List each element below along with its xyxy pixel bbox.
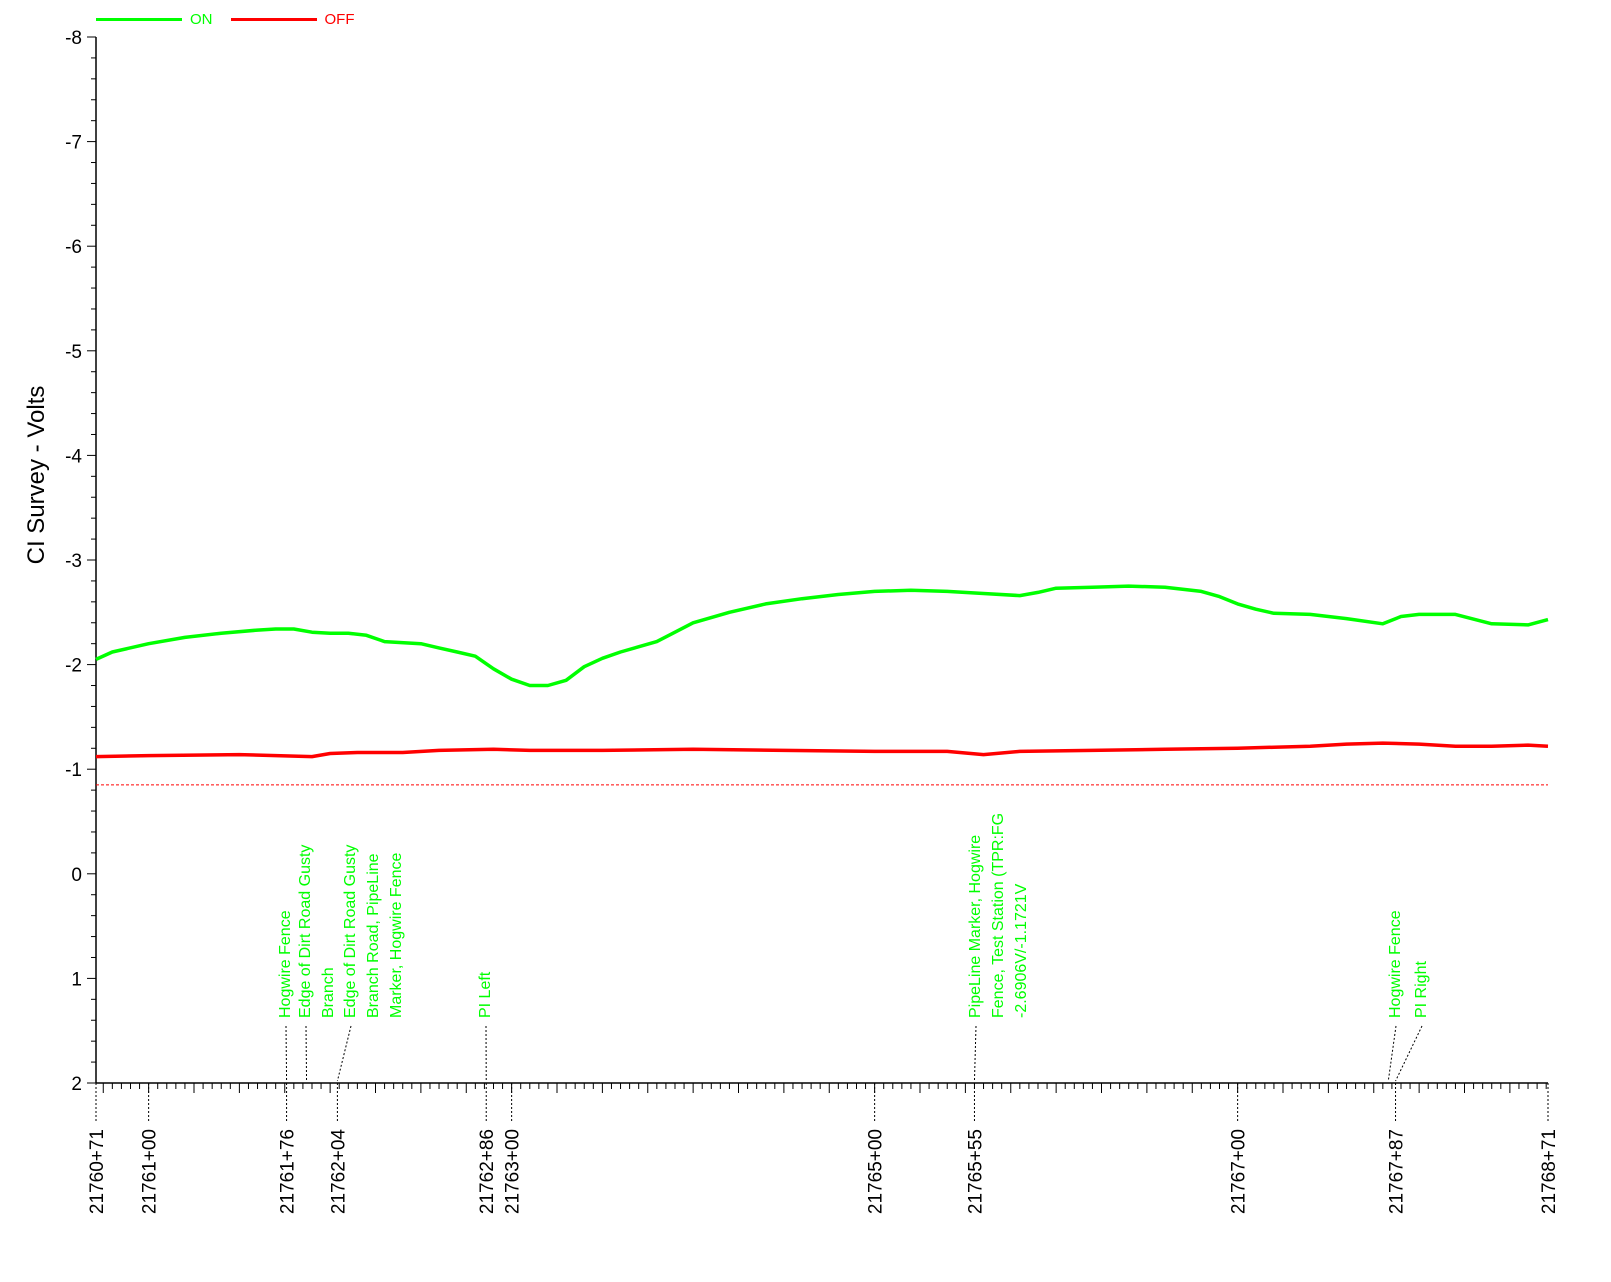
x-tick-label: 21765+55 — [965, 1129, 986, 1214]
annotations: Hogwire Fence Edge of Dirt Road Gusty Bran… — [277, 813, 1430, 1082]
y-axis-label: CI Survey - Volts — [23, 386, 50, 565]
y-tick-label: -6 — [65, 237, 82, 258]
legend-label-off: OFF — [324, 10, 355, 28]
y-tick-label: -5 — [65, 342, 82, 363]
x-tick-label: 21767+00 — [1229, 1129, 1250, 1214]
annotation-leader — [336, 1025, 352, 1082]
annotation-label: PI Left — [477, 971, 494, 1018]
y-tick-label: -4 — [65, 446, 82, 467]
legend-item-on: ON — [96, 11, 213, 28]
annotation-leader — [305, 1025, 308, 1082]
annotation-label: Edge of Dirt Road Gusty — [342, 845, 359, 1018]
y-tick-label: -2 — [65, 656, 82, 677]
x-tick-label: 21763+00 — [503, 1129, 524, 1214]
x-tick-label: 21767+87 — [1387, 1129, 1408, 1214]
annotation-label: Marker, Hogwire Fence — [388, 853, 405, 1018]
series-lines — [95, 584, 1549, 759]
x-tick-label: 21765+00 — [866, 1129, 887, 1214]
annotation-leader — [1395, 1025, 1423, 1082]
annotation-label: Edge of Dirt Road Gusty — [297, 845, 314, 1018]
series-line-on — [95, 584, 1549, 688]
annotation-label: Hogwire Fence — [1387, 910, 1404, 1018]
annotation-label: PipeLine Marker, Hogwire — [967, 835, 984, 1018]
y-tick-label: -3 — [65, 551, 82, 572]
y-axis-ticks: -8 -7 -6 -5 -4 -3 -2 -1 0 1 2 — [65, 28, 96, 1095]
legend: ON OFF — [96, 6, 355, 32]
annotation-leader — [1387, 1025, 1397, 1082]
x-tick-label: 21762+04 — [328, 1129, 349, 1214]
x-tick-label: 21768+71 — [1539, 1129, 1560, 1214]
annotation-label: Hogwire Fence — [277, 910, 294, 1018]
x-tick-label: 21762+86 — [477, 1129, 498, 1214]
annotation-label: Branch — [320, 967, 337, 1018]
legend-label-on: ON — [190, 10, 213, 28]
legend-swatch-on — [96, 17, 182, 21]
y-tick-label: -1 — [65, 760, 82, 781]
annotation-label: Fence, Test Station (TPR:FG — [990, 813, 1007, 1018]
x-tick-label: 21761+76 — [278, 1129, 299, 1214]
series-line-off — [95, 741, 1549, 759]
x-axis-ticks: 21760+71 21761+00 21761+76 21762+04 21762+86… — [87, 1083, 1560, 1214]
legend-swatch-off — [230, 17, 317, 21]
legend-item-off: OFF — [230, 10, 355, 28]
annotation-label: -2.6906V/-1.1721V — [1013, 883, 1030, 1018]
x-tick-label: 21761+00 — [140, 1129, 161, 1214]
y-tick-label: 0 — [71, 865, 82, 886]
annotation-label: PI Right — [1413, 961, 1430, 1018]
annotation-leader — [973, 1025, 977, 1082]
y-tick-label: -7 — [65, 133, 82, 154]
x-tick-label: 21760+71 — [87, 1129, 108, 1214]
y-tick-label: -8 — [65, 28, 82, 49]
annotation-label: Branch Road, PipeLine — [365, 853, 382, 1018]
annotation-leader — [285, 1025, 288, 1082]
y-tick-label: 1 — [71, 969, 82, 990]
y-tick-label: 2 — [71, 1074, 82, 1095]
